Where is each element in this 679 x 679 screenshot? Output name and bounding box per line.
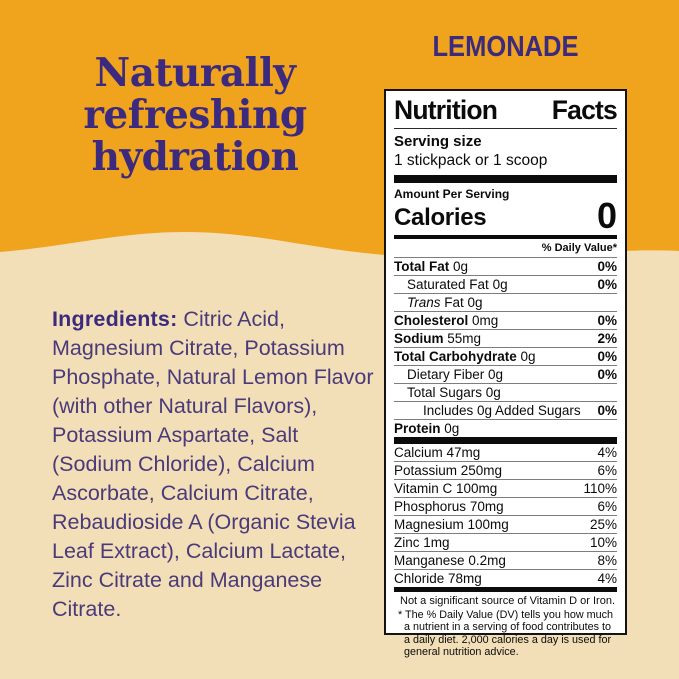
- mineral-rows: Calcium 47mg 4% Potassium 250mg 6% Vitamin C…: [394, 444, 617, 587]
- nutrient-name: Phosphorus 70mg: [394, 498, 504, 514]
- nutrient-rows: Total Fat 0g 0% Saturated Fat 0g 0% Trans Fa…: [394, 258, 617, 437]
- serving-size-value: 1 stickpack or 1 scoop: [394, 152, 548, 169]
- nutrient-name: Vitamin C 100mg: [394, 480, 498, 496]
- nutrient-name: Total Fat 0g: [394, 258, 469, 274]
- nutrition-facts-title-word: Nutrition: [394, 95, 498, 125]
- ingredients-text: Citric Acid, Magnesium Citrate, Potassiu…: [52, 307, 374, 621]
- nutrition-row: Total Sugars 0g: [394, 383, 617, 401]
- footnote-asterisk: *: [398, 608, 403, 621]
- nutrient-name: Trans Fat 0g: [407, 294, 483, 310]
- calories-value: 0: [596, 195, 617, 236]
- nutrition-row: Vitamin C 100mg 110%: [394, 479, 617, 497]
- nutrient-name: Calcium 47mg: [394, 444, 481, 460]
- calories-label: Calories: [394, 204, 487, 231]
- nutrition-facts-title: Nutrition Facts: [394, 95, 618, 129]
- daily-value-percent: 0%: [597, 366, 617, 382]
- nutrition-row: Trans Fat 0g: [394, 293, 617, 311]
- daily-value-percent: 0%: [597, 258, 617, 274]
- nutrition-row: Includes 0g Added Sugars 0%: [394, 401, 617, 419]
- nutrient-name: Magnesium 100mg: [394, 516, 509, 532]
- nutrition-row: Sodium 55mg 2%: [394, 329, 617, 347]
- nutrition-row: Potassium 250mg 6%: [394, 461, 617, 479]
- nutrient-name: Zinc 1mg: [394, 534, 450, 550]
- daily-value-percent: 0%: [597, 276, 617, 292]
- thick-divider-bar: [394, 437, 617, 444]
- nutrient-name: Total Sugars 0g: [407, 384, 501, 400]
- nutrient-name: Manganese 0.2mg: [394, 552, 506, 568]
- flavor-title: LEMONADE: [432, 31, 579, 63]
- daily-value-percent: 6%: [597, 498, 617, 514]
- medium-divider-bar: [394, 587, 617, 592]
- nutrition-row: Chloride 78mg 4%: [394, 569, 617, 587]
- nutrition-facts-title-word: Facts: [551, 95, 618, 125]
- nutrition-facts-panel: Nutrition Facts Serving size 1 stickpack…: [384, 89, 627, 658]
- footnote-text: The % Daily Value (DV) tells you how muc…: [404, 608, 614, 659]
- daily-value-percent: 0%: [597, 312, 617, 328]
- amount-per-serving-label: Amount Per Serving: [394, 187, 510, 201]
- headline-line: hydration: [91, 134, 299, 180]
- daily-value-percent: 10%: [589, 534, 617, 550]
- nutrient-name: Dietary Fiber 0g: [407, 366, 504, 382]
- thick-divider-bar: [394, 175, 617, 183]
- nutrition-row: Protein 0g: [394, 419, 617, 437]
- nutrient-name: Cholesterol 0mg: [394, 312, 499, 328]
- nutrient-name: Saturated Fat 0g: [407, 276, 508, 292]
- medium-divider-bar: [394, 235, 617, 239]
- nutrient-name: Includes 0g Added Sugars: [423, 402, 581, 418]
- daily-value-percent: 6%: [597, 462, 617, 478]
- headline-line: Naturally: [94, 50, 296, 96]
- calories-row: Calories 0: [394, 195, 617, 236]
- daily-value-percent: 0%: [597, 348, 617, 364]
- nutrient-name: Chloride 78mg: [394, 570, 482, 586]
- nutrition-row: Phosphorus 70mg 6%: [394, 497, 617, 515]
- nutrition-row: Magnesium 100mg 25%: [394, 515, 617, 533]
- nutrient-name: Sodium 55mg: [394, 330, 482, 346]
- daily-value-percent: 2%: [597, 330, 617, 346]
- serving-size-block: Serving size 1 stickpack or 1 scoop: [394, 129, 617, 175]
- nutrition-row: Total Carbohydrate 0g 0%: [394, 347, 617, 365]
- daily-value-percent: 8%: [597, 552, 617, 568]
- daily-value-percent: 0%: [597, 402, 617, 418]
- ingredients-paragraph: Ingredients: Citric Acid, Magnesium Citr…: [52, 305, 374, 624]
- headline: Naturally refreshing hydration: [28, 52, 362, 178]
- daily-value-footnote: * The % Daily Value (DV) tells you how m…: [394, 609, 617, 659]
- daily-value-percent: 25%: [589, 516, 617, 532]
- nutrition-row: Total Fat 0g 0%: [394, 258, 617, 275]
- nutrition-row: Manganese 0.2mg 8%: [394, 551, 617, 569]
- nutrition-row: Saturated Fat 0g 0%: [394, 275, 617, 293]
- daily-value-percent: 4%: [597, 444, 617, 460]
- headline-line: refreshing: [83, 92, 307, 138]
- nutrient-name: Protein 0g: [394, 420, 460, 436]
- daily-value-percent: 4%: [597, 570, 617, 586]
- nutrition-row: Dietary Fiber 0g 0%: [394, 365, 617, 383]
- ingredients-label: Ingredients:: [52, 307, 178, 331]
- daily-value-percent: 110%: [583, 480, 617, 496]
- nutrition-row: Calcium 47mg 4%: [394, 444, 617, 461]
- nutrition-row: Zinc 1mg 10%: [394, 533, 617, 551]
- nutrient-name: Potassium 250mg: [394, 462, 503, 478]
- not-significant-note: Not a significant source of Vitamin D or…: [400, 595, 616, 607]
- nutrition-row: Cholesterol 0mg 0%: [394, 311, 617, 329]
- daily-value-header: % Daily Value*: [394, 239, 617, 258]
- nutrient-name: Total Carbohydrate 0g: [394, 348, 536, 364]
- serving-size-label: Serving size: [394, 133, 482, 150]
